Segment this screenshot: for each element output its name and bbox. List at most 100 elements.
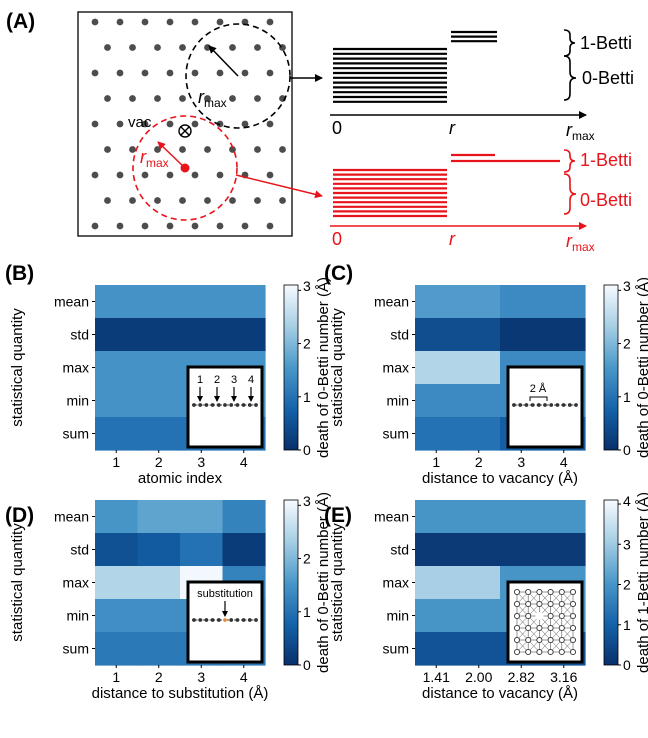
lattice-atom [536, 588, 543, 596]
lattice-atom [558, 612, 565, 620]
chain-atom [549, 403, 554, 407]
lattice-atom [525, 636, 532, 644]
atom [266, 120, 274, 128]
x-tick-label: 4 [240, 454, 248, 470]
vacancy-label: vac [128, 114, 152, 131]
atom [116, 222, 124, 230]
heatmap-cell [542, 318, 586, 352]
betti0-label-black: 0-Betti [582, 68, 634, 88]
colorbar-tick-label: 0 [623, 442, 631, 458]
atom [266, 171, 274, 179]
lattice-atom [513, 624, 521, 632]
heatmap-cell [500, 533, 544, 567]
lattice-atom [536, 600, 543, 608]
heatmap-cell [500, 318, 544, 352]
heatmap-cell [222, 533, 266, 567]
atom [216, 18, 224, 26]
colorbar-tick-label: 1 [303, 389, 311, 405]
atom [241, 120, 249, 128]
lattice-atom [525, 600, 532, 608]
y-tick-label: mean [54, 294, 89, 310]
heatmap-cell [542, 285, 586, 319]
atom [91, 171, 99, 179]
heatmap-cell [95, 599, 139, 633]
colorbar-label: death of 1-Betti number (Å) [635, 492, 648, 673]
colorbar-tick-label: 2 [303, 336, 311, 352]
colorbar-label: death of 0-Betti number (Å) [635, 277, 648, 458]
atom [104, 197, 111, 204]
atom [116, 120, 124, 128]
atom [141, 222, 149, 230]
heatmap-cell [137, 417, 181, 451]
colorbar-tick-label: 0 [623, 657, 631, 673]
y-tick-label: std [70, 327, 89, 343]
x-tick-label: 3 [517, 454, 525, 470]
atom [154, 95, 161, 102]
chain-atom [254, 618, 258, 622]
panel-a-label: (A) [6, 10, 35, 33]
colorbar-max-label: 4 [623, 493, 631, 509]
colorbar-tick-label: 0 [303, 442, 311, 458]
atom [129, 95, 136, 102]
panel-label: (B) [5, 262, 34, 285]
betti1-label-black: 1-Betti [580, 33, 632, 53]
y-tick-label: std [70, 542, 89, 558]
atom [241, 18, 249, 26]
atom [229, 95, 236, 102]
colorbar-max-label: 3 [303, 493, 311, 509]
chain-atom [216, 403, 221, 407]
lattice-atom [558, 648, 565, 656]
atom [254, 197, 261, 204]
heatmap-cell [95, 384, 139, 418]
y-tick-label: min [66, 608, 89, 624]
colorbar-max-label: 3 [623, 278, 631, 294]
heatmap-cell [500, 285, 544, 319]
inset: substitution [186, 580, 264, 664]
x-axis-label: atomic index [138, 470, 223, 487]
atom [166, 18, 174, 26]
lattice-atom [536, 624, 543, 632]
heatmap-cell [542, 500, 586, 534]
heatmap-cell [137, 351, 181, 385]
brace-1betti-red [563, 149, 576, 173]
y-axis-label: statistical quantity [329, 523, 346, 642]
chain-atom [247, 403, 252, 407]
heatmap-cell [457, 417, 501, 451]
atom [104, 146, 111, 153]
atom [266, 222, 274, 230]
barcode-red [333, 153, 560, 218]
colorbar-label: death of 0-Betti number (Å) [315, 492, 332, 673]
barcode-zero-red: 0 [332, 229, 342, 249]
y-tick-label: max [63, 575, 89, 591]
atom [91, 69, 99, 77]
rmax-label-black: rmax [198, 87, 227, 110]
barcode-zero-black: 0 [332, 118, 342, 138]
heatmap-cell [415, 417, 459, 451]
atom [116, 171, 124, 179]
heatmap-cell [137, 632, 181, 666]
atom [229, 44, 236, 51]
brace-0betti-black [563, 55, 577, 101]
inset [506, 580, 584, 664]
colorbar-tick-label: 2 [303, 551, 311, 567]
chain-atom [229, 618, 234, 622]
atom-index-label: 1 [197, 374, 203, 386]
panel-label: (E) [324, 504, 352, 527]
lattice-atom [513, 636, 521, 644]
heatmap-cell [137, 566, 181, 600]
chain-atom [555, 403, 560, 407]
connector-arrow-red [235, 174, 323, 199]
colorbar [283, 284, 299, 451]
heatmap-cell [180, 500, 224, 534]
lattice-atom [525, 588, 532, 596]
lattice-atom [525, 624, 532, 632]
panel-label: (C) [324, 262, 353, 285]
heatmap-cell [95, 500, 139, 534]
x-tick-label: 1.41 [423, 669, 450, 685]
atom [141, 69, 149, 77]
rmax-arrow-red [157, 141, 186, 169]
atom [204, 95, 211, 102]
chain-atom [204, 618, 209, 622]
colorbar-tick-label: 2 [623, 336, 631, 352]
heatmap-cell [95, 417, 139, 451]
